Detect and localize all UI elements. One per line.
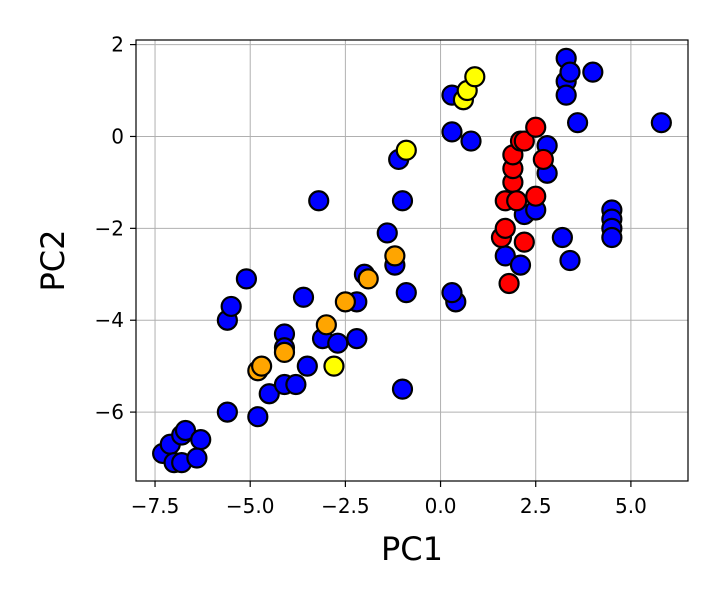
y-tick-label: −4 xyxy=(95,308,124,332)
data-point xyxy=(308,190,330,212)
x-axis-title: PC1 xyxy=(381,530,443,568)
data-point xyxy=(346,327,368,350)
y-axis-title: PC2 xyxy=(34,230,72,292)
data-point xyxy=(190,429,212,451)
data-point xyxy=(296,355,318,377)
data-point xyxy=(273,341,296,363)
data-point xyxy=(357,268,379,290)
y-axis-ticks: −6 −4 −2 0 2 xyxy=(95,33,136,424)
data-point xyxy=(315,314,337,336)
data-point xyxy=(513,130,535,152)
data-point xyxy=(498,272,520,295)
data-point xyxy=(391,378,414,400)
data-point xyxy=(395,282,417,304)
data-point xyxy=(460,130,482,152)
data-point xyxy=(601,226,623,249)
x-tick-label: −2.5 xyxy=(321,494,370,518)
data-point xyxy=(559,61,581,83)
y-tick-label: −6 xyxy=(95,400,124,424)
data-point xyxy=(247,406,269,428)
data-point xyxy=(506,190,528,212)
x-axis-ticks: −7.5 −5.0 −2.5 0.0 2.5 5.0 xyxy=(131,481,647,518)
data-point xyxy=(395,139,417,161)
x-tick-label: −7.5 xyxy=(131,494,180,518)
data-point xyxy=(258,383,280,405)
y-tick-label: 2 xyxy=(111,33,124,57)
data-point xyxy=(441,121,463,143)
data-point xyxy=(525,116,547,138)
x-tick-label: 2.5 xyxy=(520,494,552,518)
data-point xyxy=(566,112,589,134)
data-point xyxy=(235,268,257,290)
data-point xyxy=(532,148,554,171)
data-point xyxy=(323,355,345,377)
data-point xyxy=(174,419,197,442)
data-point xyxy=(391,190,414,212)
data-point xyxy=(384,245,406,267)
data-point xyxy=(525,185,547,207)
x-tick-label: −5.0 xyxy=(226,494,275,518)
data-point xyxy=(494,217,516,239)
data-point xyxy=(292,286,315,308)
data-point xyxy=(334,291,356,313)
data-point xyxy=(216,401,238,423)
data-point xyxy=(509,254,532,276)
data-points xyxy=(152,47,672,474)
x-tick-label: 5.0 xyxy=(615,494,647,518)
data-point xyxy=(327,332,349,354)
y-tick-label: 0 xyxy=(111,124,124,148)
x-tick-label: 0.0 xyxy=(425,494,457,518)
data-point xyxy=(186,447,208,469)
data-point xyxy=(559,249,581,272)
data-point xyxy=(376,222,398,244)
data-point xyxy=(513,231,535,253)
data-point xyxy=(220,295,242,318)
data-point xyxy=(582,61,604,83)
data-point xyxy=(650,112,672,134)
y-tick-label: −2 xyxy=(95,216,124,240)
data-point xyxy=(464,66,486,88)
data-point xyxy=(251,355,273,377)
plot-frame xyxy=(135,39,689,482)
data-point xyxy=(285,373,307,396)
data-point xyxy=(441,282,463,304)
data-point xyxy=(555,84,577,106)
data-point xyxy=(551,226,573,249)
